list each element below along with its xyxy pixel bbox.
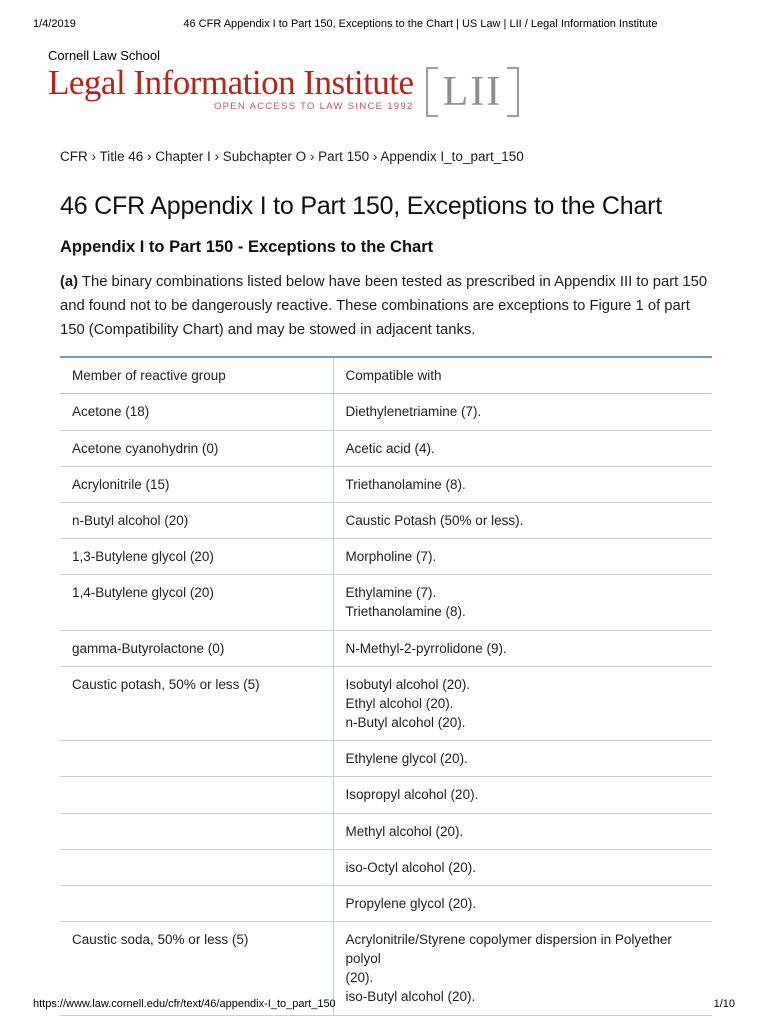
table-row: Ethylene glycol (20). — [60, 740, 712, 778]
cell-compatible: Isobutyl alcohol (20). Ethyl alcohol (20… — [332, 666, 712, 742]
table-header-compatible: Compatible with — [332, 357, 712, 395]
cell-compatible: Ethylene glycol (20). — [332, 740, 712, 778]
page-title: 46 CFR Appendix I to Part 150, Exception… — [60, 192, 663, 220]
cell-compatible: N-Methyl-2-pyrrolidone (9). — [332, 630, 712, 667]
table-row: gamma-Butyrolactone (0) N-Methyl-2-pyrrol… — [60, 630, 712, 667]
print-doc-title: 46 CFR Appendix I to Part 150, Exception… — [183, 18, 658, 30]
cell-compatible: Methyl alcohol (20). — [332, 813, 712, 850]
cell-member: n-Butyl alcohol (20) — [60, 502, 333, 540]
footer-page-number: 1/10 — [713, 998, 735, 1010]
table-row: Methyl alcohol (20). — [60, 813, 712, 850]
cell-member: Acetone cyanohydrin (0) — [60, 430, 333, 467]
table-row: iso-Octyl alcohol (20). — [60, 849, 712, 886]
lii-logo: Cornell Law School Legal Information Ins… — [48, 48, 768, 117]
paragraph-label: (a) — [60, 274, 79, 290]
cell-member: 1,4-Butylene glycol (20) — [60, 574, 333, 631]
lii-mark: LII — [425, 67, 520, 117]
table-row: Propylene glycol (20). — [60, 885, 712, 922]
cell-member — [60, 813, 333, 850]
logo-name-text: Legal Information Institute — [48, 63, 414, 102]
logo-tagline-text: OPEN ACCESS TO LAW SINCE 1992 — [213, 100, 414, 112]
cell-compatible: Caustic Potash (50% or less). — [332, 502, 712, 540]
lii-mark-letters: LII — [442, 69, 503, 115]
breadcrumb: CFR › Title 46 › Chapter I › Subchapter … — [60, 149, 524, 164]
paragraph-text: The binary combinations listed below hav… — [60, 274, 708, 339]
intro-paragraph: (a) The binary combinations listed below… — [60, 270, 712, 342]
cell-member: Caustic potash, 50% or less (5) — [60, 666, 333, 742]
logo-school-text: Cornell Law School — [48, 48, 161, 63]
table-row: 1,3-Butylene glycol (20) Morpholine (7). — [60, 538, 712, 576]
cell-member: Caustic soda, 50% or less (5) — [60, 921, 333, 1016]
cell-compatible: Propylene glycol (20). — [332, 885, 712, 922]
table-row: 1,4-Butylene glycol (20) Ethylamine (7). … — [60, 574, 712, 631]
cell-member — [60, 849, 333, 886]
table-header-row: Member of reactive group Compatible with — [60, 357, 712, 395]
cell-compatible: Acetic acid (4). — [332, 430, 712, 467]
lii-bracket-right-icon — [507, 67, 520, 117]
print-date: 1/4/2019 — [33, 18, 76, 30]
cell-member — [60, 776, 333, 814]
table-row: Caustic soda, 50% or less (5) Acrylonitri… — [60, 921, 712, 1016]
table-row: Acetone cyanohydrin (0) Acetic acid (4). — [60, 430, 712, 467]
cell-member: gamma-Butyrolactone (0) — [60, 630, 333, 667]
lii-bracket-left-icon — [425, 67, 438, 117]
print-header: 1/4/2019 46 CFR Appendix I to Part 150, … — [33, 18, 735, 30]
cell-compatible: Ethylamine (7). Triethanolamine (8). — [332, 574, 712, 631]
cell-member — [60, 740, 333, 778]
cell-member: Acetone (18) — [60, 393, 333, 431]
section-heading: Appendix I to Part 150 - Exceptions to t… — [60, 238, 434, 256]
cell-compatible: iso-Octyl alcohol (20). — [332, 849, 712, 886]
cell-member: Acrylonitrile (15) — [60, 466, 333, 503]
cell-member: 1,3-Butylene glycol (20) — [60, 538, 333, 576]
table-row: Acetone (18) Diethylenetriamine (7). — [60, 393, 712, 431]
table-row: Caustic potash, 50% or less (5) Isobutyl … — [60, 666, 712, 742]
cell-member — [60, 885, 333, 922]
table-row: Isopropyl alcohol (20). — [60, 776, 712, 814]
table-row: n-Butyl alcohol (20) Caustic Potash (50% … — [60, 502, 712, 540]
cell-compatible: Diethylenetriamine (7). — [332, 393, 712, 431]
cell-compatible: Morpholine (7). — [332, 538, 712, 576]
cell-compatible: Triethanolamine (8). — [332, 466, 712, 503]
table-header-member: Member of reactive group — [60, 357, 333, 395]
cell-compatible: Isopropyl alcohol (20). — [332, 776, 712, 814]
compatibility-table: Member of reactive group Compatible with… — [60, 356, 712, 1016]
print-footer: https://www.law.cornell.edu/cfr/text/46/… — [33, 998, 735, 1010]
footer-url: https://www.law.cornell.edu/cfr/text/46/… — [33, 998, 336, 1010]
table-row: Acrylonitrile (15) Triethanolamine (8). — [60, 466, 712, 503]
cell-compatible: Acrylonitrile/Styrene copolymer dispersi… — [332, 921, 712, 1016]
